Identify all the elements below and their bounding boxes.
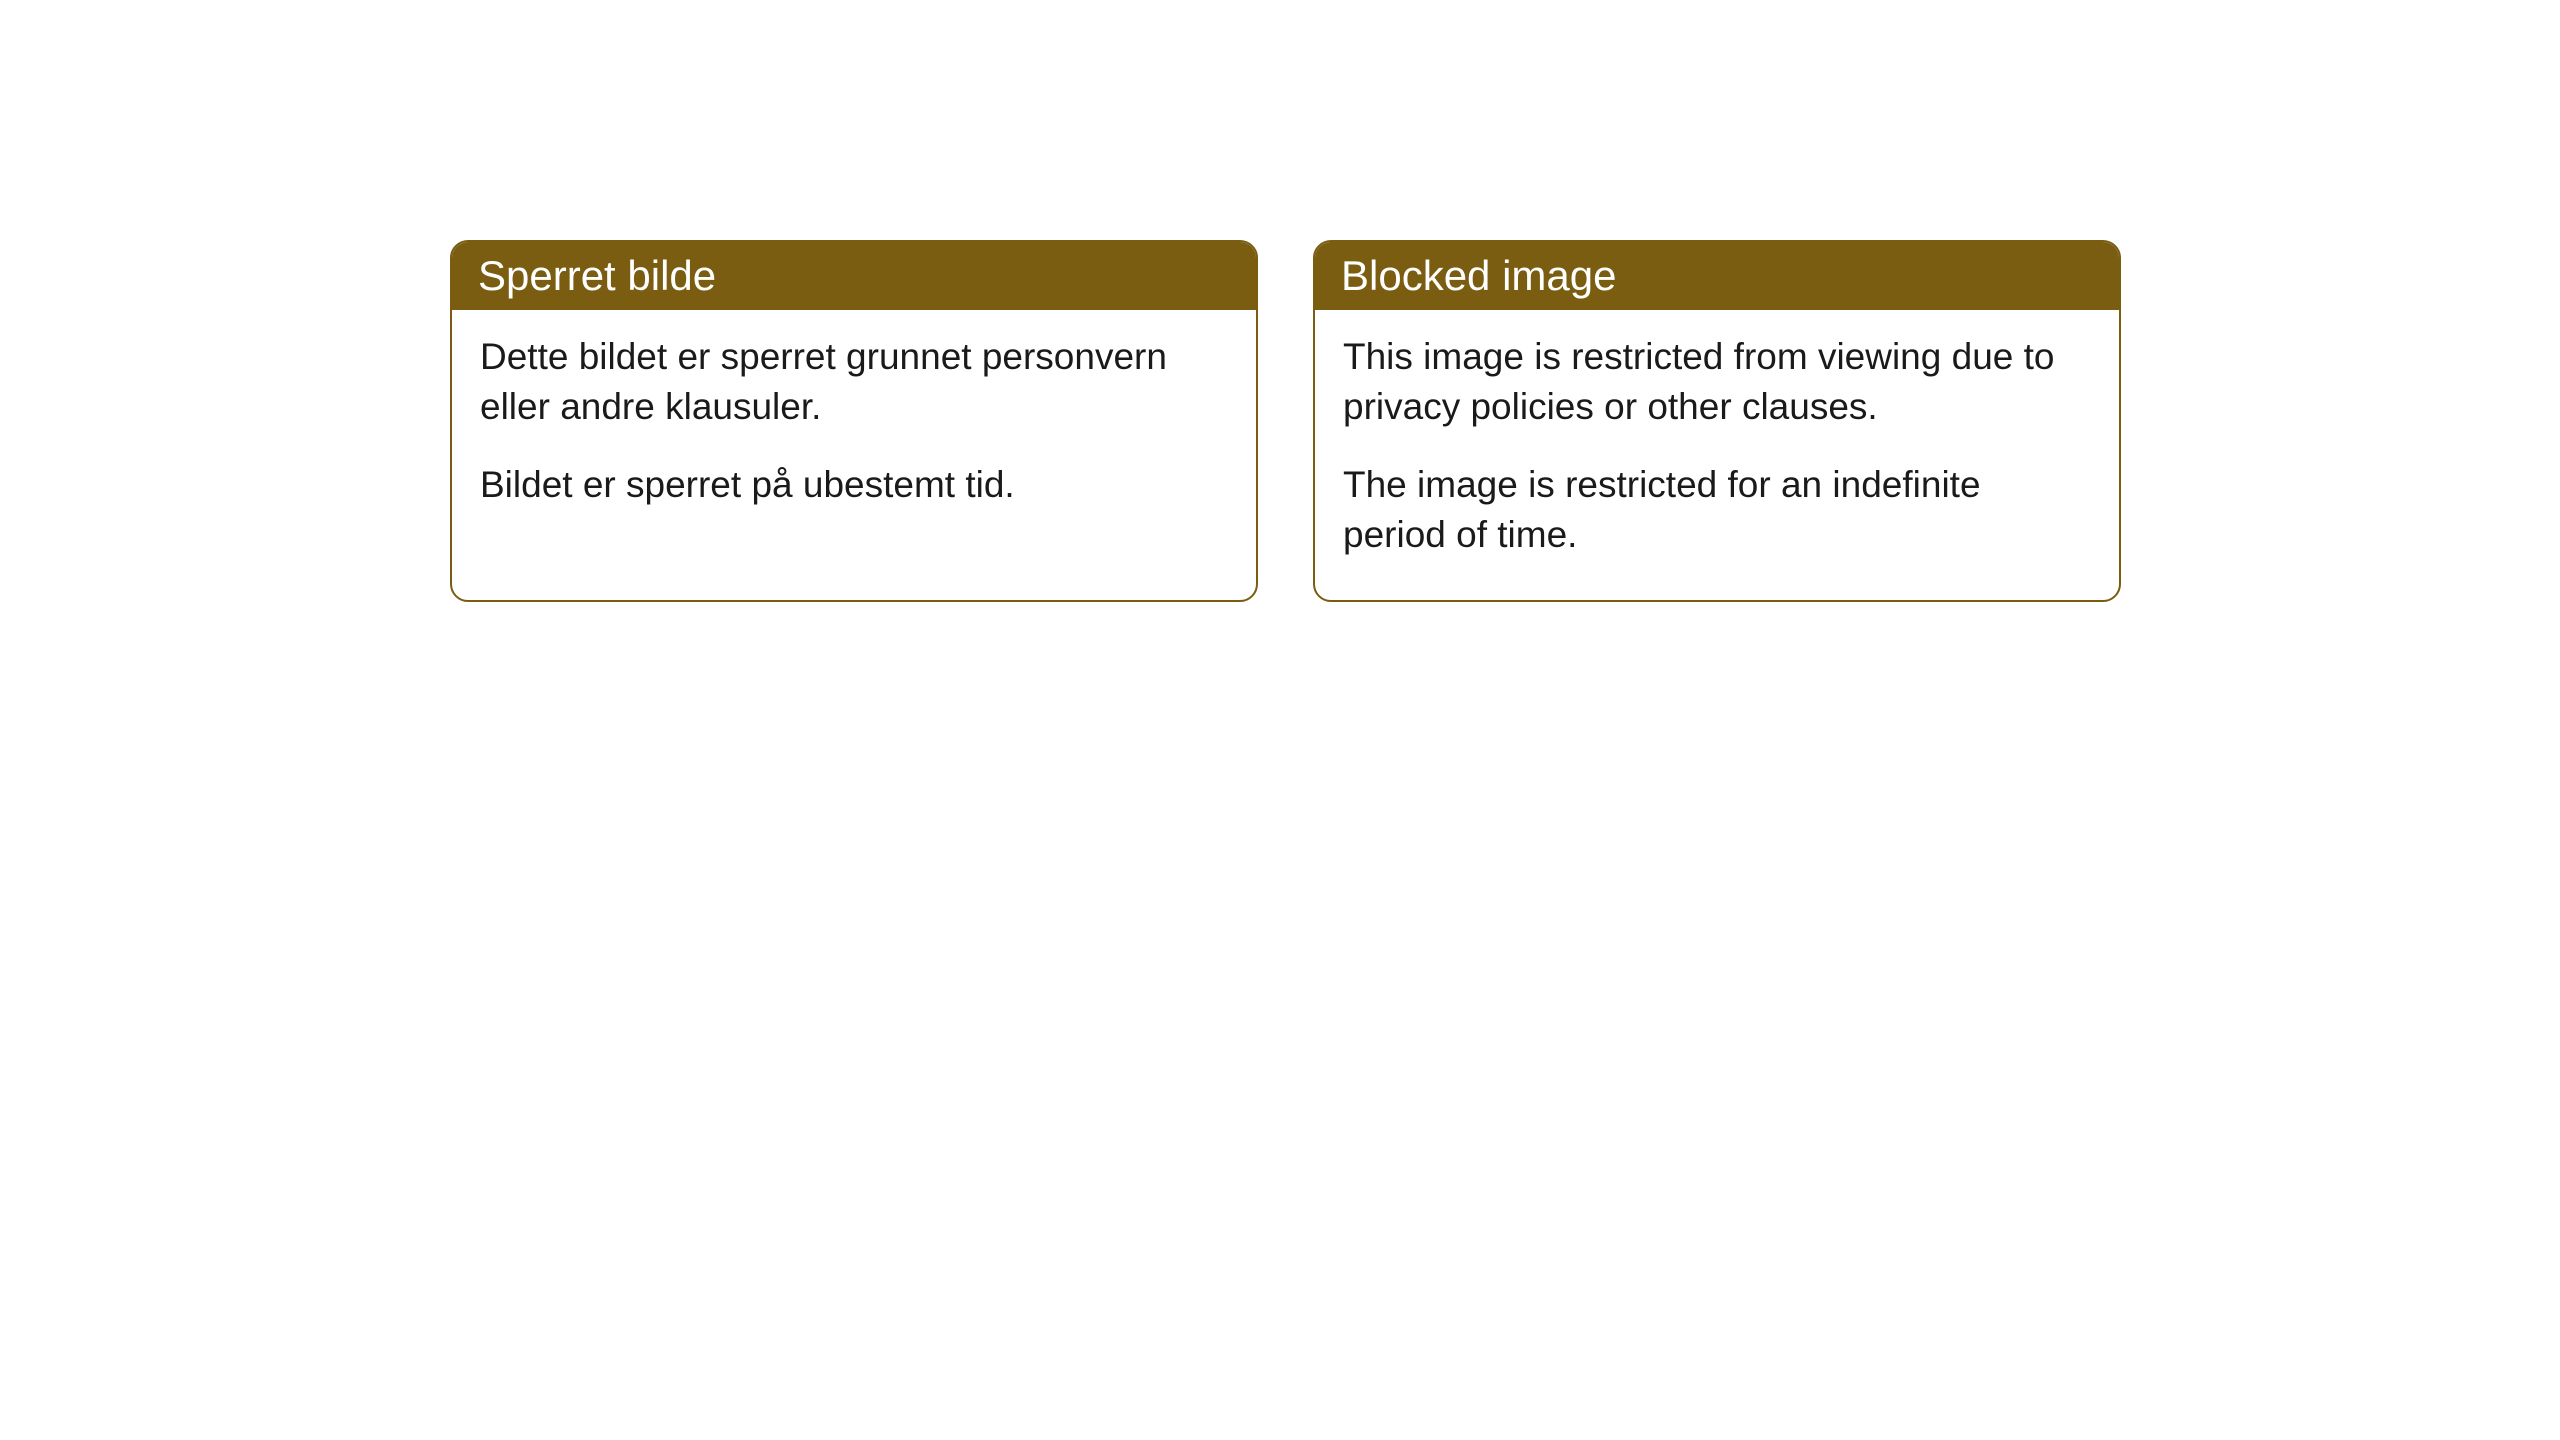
card-paragraph: Bildet er sperret på ubestemt tid. bbox=[480, 460, 1228, 510]
card-body-english: This image is restricted from viewing du… bbox=[1315, 310, 2119, 600]
card-header-english: Blocked image bbox=[1315, 242, 2119, 310]
card-paragraph: This image is restricted from viewing du… bbox=[1343, 332, 2091, 432]
card-paragraph: Dette bildet er sperret grunnet personve… bbox=[480, 332, 1228, 432]
card-title: Sperret bilde bbox=[478, 252, 716, 299]
cards-container: Sperret bilde Dette bildet er sperret gr… bbox=[450, 240, 2121, 602]
card-title: Blocked image bbox=[1341, 252, 1616, 299]
card-norwegian: Sperret bilde Dette bildet er sperret gr… bbox=[450, 240, 1258, 602]
card-paragraph: The image is restricted for an indefinit… bbox=[1343, 460, 2091, 560]
card-header-norwegian: Sperret bilde bbox=[452, 242, 1256, 310]
card-english: Blocked image This image is restricted f… bbox=[1313, 240, 2121, 602]
card-body-norwegian: Dette bildet er sperret grunnet personve… bbox=[452, 310, 1256, 550]
